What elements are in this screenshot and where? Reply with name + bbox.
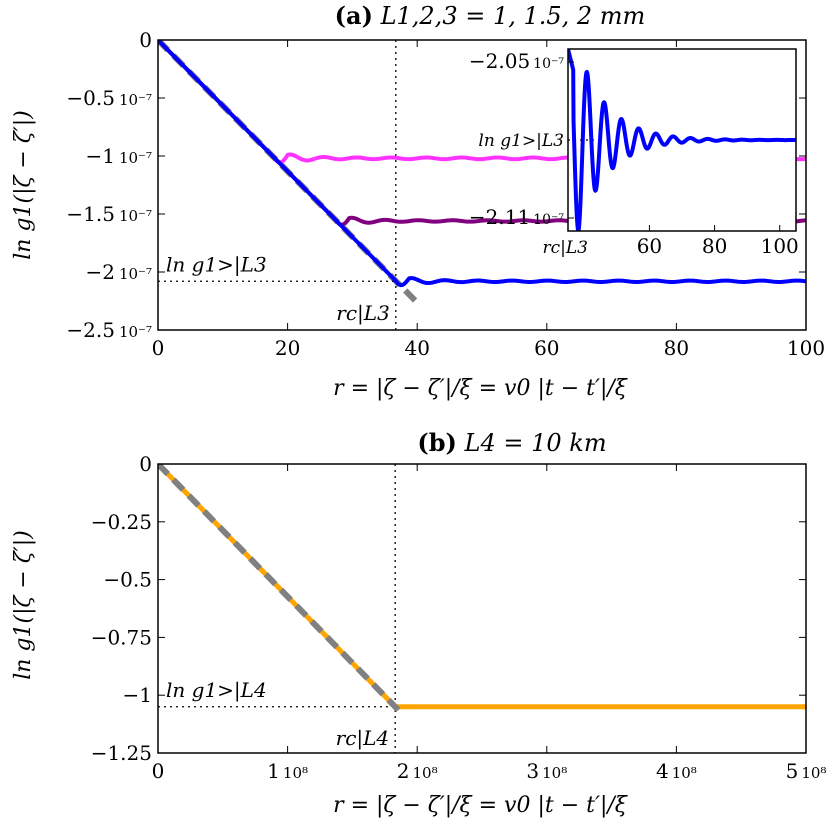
panel-b-ytick-label: −0.75	[91, 625, 152, 649]
panel-b-ticks: 0 1 10⁸ 2 10⁸ 3 10⁸ 4 10⁸ 5 10⁸ 0 −0.25 −0.5 −0.75 −1 −1…	[91, 452, 827, 783]
panel-a-title-bold: (a)	[335, 1, 373, 30]
panel-a-xtick-label: 20	[275, 336, 300, 360]
panel-b-title-rest: L4 = 10 km	[464, 429, 607, 457]
panel-a-frame	[157, 39, 807, 331]
panel-a-ticks: 0 20 40 60 80 100 0 −0.5 10⁻⁷ −1 10⁻⁷ −1.5 10⁻⁷ −2 10⁻…	[66, 28, 825, 360]
panel-b-frame	[157, 463, 807, 754]
panel-a-plot-area: ln g1>|L3 rc|L3 60 80 100 −2.05 10⁻⁷ −2.11 10⁻⁷ l…	[158, 40, 806, 330]
panel-b-xtick-label: 1 10⁸	[267, 759, 308, 783]
panel-a-xtick-label: 80	[664, 336, 689, 360]
panel-b-reference-line	[158, 464, 403, 714]
panel-b: (b) L4 = 10 km ln g1(|ζ − ζ′|) r = |ζ − …	[11, 428, 826, 818]
panel-b-ylabel: ln g1(|ζ − ζ′|)	[11, 530, 36, 680]
inset-plot	[568, 49, 796, 231]
panel-a-ytick-label: 0	[139, 28, 152, 52]
panel-a-ytick-label: −2.5 10⁻⁷	[66, 318, 152, 342]
inset-ytick-label: −2.05 10⁻⁷	[469, 49, 565, 73]
panel-a-xlabel: r = |ζ − ζ′|/ξ = v0 |t − t′|/ξ	[333, 376, 629, 401]
inset-xtick-label: 60	[637, 234, 662, 258]
panel-b-xlabel: r = |ζ − ζ′|/ξ = v0 |t − t′|/ξ	[333, 793, 629, 818]
panel-b-rc-label: rc|L4	[336, 726, 390, 751]
panel-b-xtick-label: 4 10⁸	[656, 759, 697, 783]
panel-b-ytick-label: 0	[139, 452, 152, 476]
panel-a-ytick-label: −1 10⁻⁷	[85, 144, 152, 168]
panel-b-xtick-label: 3 10⁸	[526, 759, 567, 783]
panel-b-plot-area: ln g1>|L4 rc|L4	[158, 464, 806, 753]
panel-b-xtick-label: 2 10⁸	[397, 759, 438, 783]
panel-a-series-line	[158, 40, 806, 288]
panel-b-series-line	[158, 464, 806, 710]
panel-a-ytick-label: −2 10⁻⁷	[85, 260, 152, 284]
panel-a-title-rest: L1,2,3 = 1, 1.5, 2 mm	[380, 2, 646, 30]
inset-frame	[567, 48, 797, 232]
panel-a: (a) L1,2,3 = 1, 1.5, 2 mm ln g1(|ζ − ζ′|…	[11, 1, 825, 401]
panel-b-ytick-label: −1	[123, 683, 152, 707]
panel-b-xtick-label: 0	[152, 759, 165, 783]
inset-series-line	[568, 49, 796, 231]
panel-b-xtick-label: 5 10⁸	[786, 759, 827, 783]
panel-b-ytick-label: −0.25	[91, 510, 152, 534]
panel-a-xtick-label: 0	[152, 336, 165, 360]
panel-a-xtick-label: 60	[534, 336, 559, 360]
panel-b-g-label: ln g1>|L4	[166, 678, 267, 703]
panel-b-title: (b) L4 = 10 km	[417, 428, 606, 457]
inset-xtick-label: 80	[702, 234, 727, 258]
inset-g-label: ln g1>|L3	[478, 131, 564, 151]
panel-a-ytick-label: −0.5 10⁻⁷	[66, 86, 152, 110]
panel-b-ytick-label: −0.5	[103, 568, 152, 592]
panel-a-xtick-label: 100	[787, 336, 825, 360]
panel-a-ytick-label: −1.5 10⁻⁷	[66, 202, 152, 226]
inset: 60 80 100 −2.05 10⁻⁷ −2.11 10⁻⁷ ln g1>|L3 rc|L3	[469, 48, 799, 258]
panel-b-title-bold: (b)	[417, 428, 457, 457]
inset-ytick-label: −2.11 10⁻⁷	[469, 205, 565, 229]
panel-b-ytick-label: −1.25	[91, 741, 152, 765]
panel-a-g-label: ln g1>|L3	[166, 252, 267, 277]
panel-b-plot	[158, 464, 806, 753]
panel-a-xtick-label: 40	[404, 336, 429, 360]
panel-a-rc-label: rc|L3	[336, 301, 390, 326]
inset-xtick-label: 100	[761, 234, 799, 258]
panel-a-title: (a) L1,2,3 = 1, 1.5, 2 mm	[335, 1, 646, 30]
inset-rc-label: rc|L3	[543, 238, 588, 258]
panel-a-ylabel: ln g1(|ζ − ζ′|)	[11, 110, 36, 260]
